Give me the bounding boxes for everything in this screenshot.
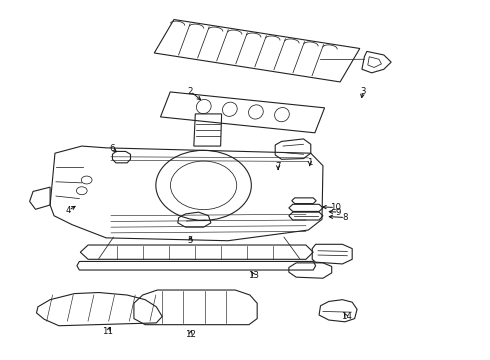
Text: 13: 13 [248,270,259,279]
Text: 7: 7 [275,162,281,171]
Text: 8: 8 [343,213,348,222]
Text: 4: 4 [66,206,72,215]
Text: 9: 9 [336,208,341,217]
Text: 5: 5 [188,236,193,245]
Text: 12: 12 [185,330,196,339]
Text: 14: 14 [341,312,352,321]
Text: 3: 3 [360,87,366,96]
Text: 11: 11 [102,327,113,336]
Text: 1: 1 [307,158,313,167]
Text: 6: 6 [110,144,115,153]
Text: 10: 10 [330,203,341,212]
Text: 2: 2 [188,87,193,96]
